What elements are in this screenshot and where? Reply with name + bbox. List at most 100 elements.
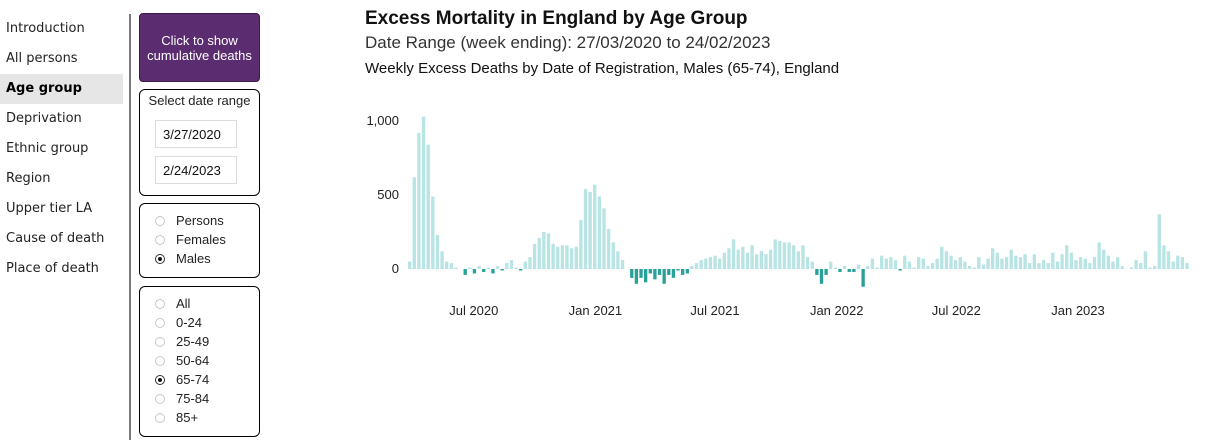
bar[interactable] — [991, 248, 995, 269]
bar[interactable] — [500, 269, 504, 271]
bar[interactable] — [1088, 263, 1092, 269]
bar[interactable] — [898, 269, 902, 271]
bar[interactable] — [1148, 267, 1152, 269]
bar[interactable] — [1157, 214, 1161, 269]
bar[interactable] — [435, 234, 440, 269]
bar[interactable] — [1051, 252, 1055, 269]
bar[interactable] — [1018, 257, 1023, 269]
bar[interactable] — [681, 269, 685, 275]
bar[interactable] — [912, 267, 916, 269]
bar[interactable] — [1000, 258, 1004, 269]
bar[interactable] — [884, 258, 888, 269]
bar[interactable] — [833, 267, 838, 269]
bar[interactable] — [445, 261, 449, 269]
bar[interactable] — [1083, 258, 1087, 269]
bar[interactable] — [602, 208, 606, 269]
bar[interactable] — [482, 269, 486, 272]
bar[interactable] — [671, 269, 676, 278]
bar[interactable] — [856, 264, 861, 269]
bar[interactable] — [903, 255, 907, 269]
bar[interactable] — [805, 257, 810, 269]
bar[interactable] — [879, 255, 884, 269]
bar[interactable] — [699, 260, 703, 269]
bar[interactable] — [449, 263, 453, 269]
bar[interactable] — [1111, 261, 1115, 269]
bar[interactable] — [759, 251, 763, 269]
bar[interactable] — [847, 269, 851, 272]
bar[interactable] — [408, 261, 412, 269]
bar[interactable] — [801, 245, 805, 269]
radio-button-icon[interactable] — [155, 374, 165, 385]
bar[interactable] — [1065, 245, 1069, 269]
bar[interactable] — [556, 246, 560, 269]
bar[interactable] — [842, 266, 847, 269]
age-option-25-49[interactable]: 25-49 — [155, 332, 209, 351]
bar[interactable] — [972, 267, 976, 269]
bar[interactable] — [1162, 245, 1166, 269]
bar[interactable] — [954, 260, 958, 269]
bar[interactable] — [657, 269, 662, 275]
bar[interactable] — [1166, 251, 1171, 269]
bar[interactable] — [579, 220, 583, 269]
age-option-75-84[interactable]: 75-84 — [155, 389, 209, 408]
bar[interactable] — [875, 267, 879, 269]
bar[interactable] — [630, 269, 634, 278]
bar[interactable] — [463, 269, 467, 275]
bar[interactable] — [1152, 266, 1157, 269]
bar[interactable] — [870, 258, 875, 269]
radio-button-icon[interactable] — [155, 298, 165, 309]
nav-item-region[interactable]: Region — [6, 171, 51, 186]
bar[interactable] — [532, 243, 537, 269]
bar[interactable] — [778, 240, 782, 269]
bar[interactable] — [597, 196, 602, 269]
radio-button-icon[interactable] — [155, 393, 165, 404]
bar[interactable] — [1060, 254, 1064, 269]
bar[interactable] — [1176, 255, 1180, 269]
radio-button-icon[interactable] — [155, 412, 165, 423]
bar[interactable] — [907, 261, 912, 269]
bar[interactable] — [1078, 257, 1083, 269]
bar[interactable] — [528, 257, 532, 269]
bar[interactable] — [940, 246, 944, 269]
bar[interactable] — [569, 248, 574, 269]
nav-item-ethnic-group[interactable]: Ethnic group — [6, 141, 89, 156]
bar[interactable] — [662, 269, 666, 284]
bar[interactable] — [713, 255, 717, 269]
bar[interactable] — [542, 232, 546, 269]
bar[interactable] — [1032, 254, 1036, 269]
sex-option-persons[interactable]: Persons — [155, 211, 224, 230]
bar[interactable] — [1004, 257, 1009, 269]
bar[interactable] — [468, 267, 472, 269]
bar[interactable] — [741, 246, 745, 269]
bar[interactable] — [667, 269, 671, 275]
radio-button-icon[interactable] — [155, 234, 165, 245]
bar[interactable] — [454, 267, 458, 269]
bar[interactable] — [519, 269, 523, 271]
bar[interactable] — [866, 266, 870, 269]
bar[interactable] — [486, 267, 490, 269]
bar[interactable] — [1134, 260, 1138, 269]
age-option-85-[interactable]: 85+ — [155, 408, 198, 427]
bar[interactable] — [606, 229, 611, 269]
bar[interactable] — [588, 192, 592, 269]
radio-button-icon[interactable] — [155, 253, 165, 264]
bar[interactable] — [560, 245, 565, 269]
radio-button-icon[interactable] — [155, 215, 165, 226]
bar[interactable] — [755, 254, 759, 269]
bar[interactable] — [704, 258, 708, 269]
cumulative-deaths-button[interactable]: Click to show cumulative deaths — [139, 13, 260, 82]
bar[interactable] — [815, 269, 819, 275]
bar[interactable] — [495, 266, 500, 269]
bar[interactable] — [634, 269, 639, 284]
bar[interactable] — [768, 249, 773, 269]
bar[interactable] — [958, 257, 962, 269]
bar[interactable] — [1014, 255, 1018, 269]
bar[interactable] — [593, 184, 597, 269]
radio-button-icon[interactable] — [155, 355, 165, 366]
bar[interactable] — [1129, 267, 1134, 269]
bar[interactable] — [440, 251, 444, 269]
bar[interactable] — [412, 177, 416, 269]
bar[interactable] — [1069, 252, 1074, 269]
start-date-input[interactable] — [155, 120, 237, 148]
bar[interactable] — [690, 266, 694, 269]
